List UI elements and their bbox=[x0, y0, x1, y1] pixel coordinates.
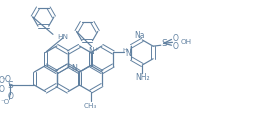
Text: O: O bbox=[172, 42, 178, 51]
Text: H: H bbox=[122, 48, 127, 53]
Text: OH: OH bbox=[180, 39, 191, 45]
Text: +: + bbox=[93, 47, 98, 52]
Text: N: N bbox=[125, 49, 131, 58]
Text: NH₂: NH₂ bbox=[135, 73, 150, 82]
Text: O: O bbox=[0, 76, 4, 85]
Text: HN: HN bbox=[57, 34, 68, 40]
Text: N: N bbox=[71, 64, 77, 73]
Text: S: S bbox=[161, 39, 167, 48]
Text: CH₃: CH₃ bbox=[84, 103, 97, 109]
Text: ⁻O: ⁻O bbox=[1, 99, 10, 105]
Text: Na: Na bbox=[134, 31, 145, 40]
Text: S: S bbox=[7, 81, 13, 90]
Text: O: O bbox=[7, 92, 13, 101]
Text: N: N bbox=[88, 47, 94, 56]
Text: ⁻O: ⁻O bbox=[1, 75, 11, 84]
Text: O: O bbox=[172, 34, 178, 43]
Text: O: O bbox=[0, 85, 4, 94]
